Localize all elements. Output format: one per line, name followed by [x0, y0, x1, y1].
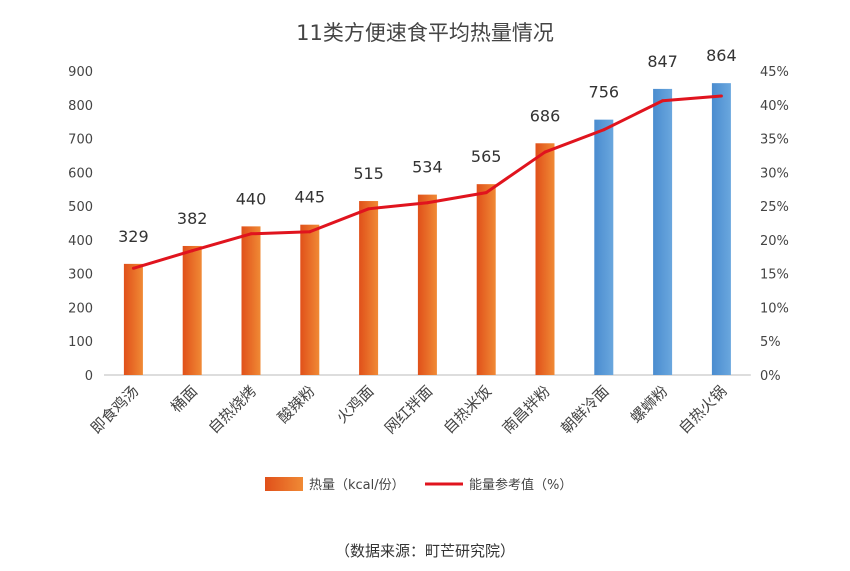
- bar-value-label: 382: [177, 209, 208, 228]
- bar: [653, 88, 673, 375]
- y-right-tick-label: 10%: [760, 301, 789, 316]
- legend: 热量（kcal/份） 能量参考值（%）: [265, 477, 572, 493]
- line-point: [308, 230, 312, 234]
- x-tick-label: 自热烧烤: [205, 382, 260, 437]
- x-tick-label: 酸辣粉: [274, 382, 319, 427]
- y-right-tick-label: 20%: [760, 234, 789, 249]
- bar-value-label: 756: [589, 83, 620, 102]
- y-right-tick-label: 25%: [760, 200, 789, 215]
- bar: [417, 194, 437, 375]
- bar-value-label: 445: [295, 188, 326, 207]
- source-note: （数据来源：町芒研究院）: [334, 542, 515, 560]
- y-right-tick-label: 30%: [760, 166, 789, 181]
- y-right-tick-label: 45%: [760, 65, 789, 80]
- y-right-tick-label: 0%: [760, 369, 781, 384]
- y-left-tick-label: 400: [68, 234, 93, 249]
- y-left-tick-label: 100: [68, 335, 93, 350]
- bar-value-label: 565: [471, 147, 502, 166]
- line-point: [249, 232, 253, 236]
- legend-line-label: 能量参考值（%）: [469, 477, 572, 493]
- bar: [535, 143, 555, 375]
- line-point: [367, 207, 371, 211]
- x-tick-label: 桶面: [167, 382, 201, 416]
- x-tick-label: 网红拌面: [381, 382, 436, 437]
- bar: [359, 201, 379, 375]
- y-left-tick-label: 900: [68, 65, 93, 80]
- line-point: [131, 266, 135, 270]
- bar-value-label: 847: [647, 52, 678, 71]
- y-left-tick-label: 500: [68, 200, 93, 215]
- bar-value-label: 534: [412, 158, 443, 177]
- x-tick-label: 自热米饭: [440, 382, 495, 437]
- y-left-tick-label: 700: [68, 133, 93, 148]
- y-right-tick-label: 15%: [760, 268, 789, 283]
- y-left-tick-label: 600: [68, 166, 93, 181]
- line-point: [543, 150, 547, 154]
- bar: [123, 263, 143, 375]
- y-right-tick-label: 5%: [760, 335, 781, 350]
- x-tick-label: 螺蛳粉: [627, 382, 672, 427]
- bar: [241, 226, 261, 375]
- bar-value-label: 440: [236, 189, 267, 208]
- y-left-tick-label: 200: [68, 301, 93, 316]
- y-left-tick-label: 800: [68, 99, 93, 114]
- chart-title: 11类方便速食平均热量情况: [296, 21, 554, 45]
- line-point: [602, 128, 606, 132]
- line-point: [484, 191, 488, 195]
- legend-bar-swatch: [265, 477, 303, 491]
- bar-value-label: 329: [118, 227, 149, 246]
- x-tick-label: 南昌拌粉: [499, 382, 554, 437]
- bar: [182, 245, 202, 375]
- y-right-tick-label: 40%: [760, 99, 789, 114]
- line-point: [661, 99, 665, 103]
- x-tick-label: 自热火锅: [675, 382, 730, 437]
- line-point: [719, 94, 723, 98]
- bar: [476, 184, 496, 375]
- bar: [594, 119, 614, 375]
- bar: [711, 83, 731, 375]
- bar: [300, 224, 320, 375]
- line-point: [190, 249, 194, 253]
- y-right-tick-label: 35%: [760, 133, 789, 148]
- bar-value-label: 515: [353, 164, 384, 183]
- x-tick-label: 朝鲜冷面: [557, 382, 612, 437]
- y-left-tick-label: 300: [68, 268, 93, 283]
- line-point: [425, 201, 429, 205]
- bar-value-label: 686: [530, 106, 561, 125]
- x-tick-label: 即食鸡汤: [87, 382, 142, 437]
- x-tick-label: 火鸡面: [333, 382, 378, 427]
- bar-value-label: 864: [706, 46, 737, 65]
- legend-bar-label: 热量（kcal/份）: [309, 478, 405, 493]
- y-left-tick-label: 0: [85, 369, 93, 384]
